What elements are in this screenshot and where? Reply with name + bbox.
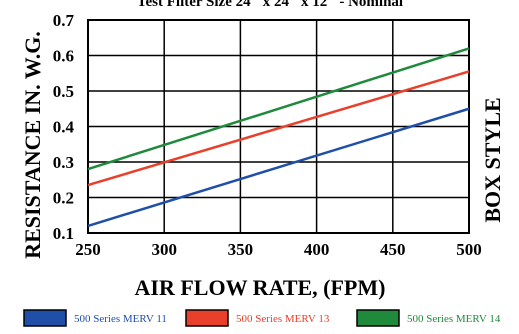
x-tick-label: 300 <box>151 240 177 259</box>
x-tick-label: 500 <box>456 240 482 259</box>
y-tick-label: 0.5 <box>53 82 74 101</box>
series-line-2 <box>87 70 470 187</box>
y-tick-label: 0.6 <box>53 47 74 66</box>
box-style-label: BOX STYLE <box>480 97 505 222</box>
x-tick-label: 350 <box>228 240 254 259</box>
chart-title: Test Filter Size 24" x 24" x 12" - Nomin… <box>137 0 403 10</box>
x-axis-label: AIR FLOW RATE, (FPM) <box>135 275 386 300</box>
y-tick-labels: 0.1 0.2 0.3 0.4 0.5 0.6 0.7 <box>53 11 75 243</box>
y-tick-label: 0.4 <box>53 118 75 137</box>
series-line-3 <box>87 47 470 171</box>
y-axis-label: RESISTANCE IN. W.G. <box>20 31 45 259</box>
y-tick-label: 0.7 <box>53 11 75 30</box>
series-lines <box>87 47 470 228</box>
legend-swatch-2 <box>185 309 229 327</box>
y-tick-label: 0.1 <box>53 224 74 243</box>
plot-frame <box>87 19 470 234</box>
x-tick-label: 450 <box>380 240 406 259</box>
legend-label-3: 500 Series MERV 14 <box>407 313 501 325</box>
series-line-1 <box>87 107 470 228</box>
legend-label-1: 500 Series MERV 11 <box>74 313 167 325</box>
y-tick-label: 0.3 <box>53 153 74 172</box>
legend-label-2: 500 Series MERV 13 <box>236 313 330 325</box>
legend-swatch-3 <box>356 309 400 327</box>
legend: 500 Series MERV 11 500 Series MERV 13 500 … <box>23 309 501 327</box>
x-tick-label: 250 <box>75 240 101 259</box>
x-tick-label: 400 <box>304 240 330 259</box>
x-tick-labels: 250 300 350 400 450 500 <box>75 240 482 259</box>
y-tick-label: 0.2 <box>53 189 74 208</box>
legend-swatch-1 <box>23 309 67 327</box>
